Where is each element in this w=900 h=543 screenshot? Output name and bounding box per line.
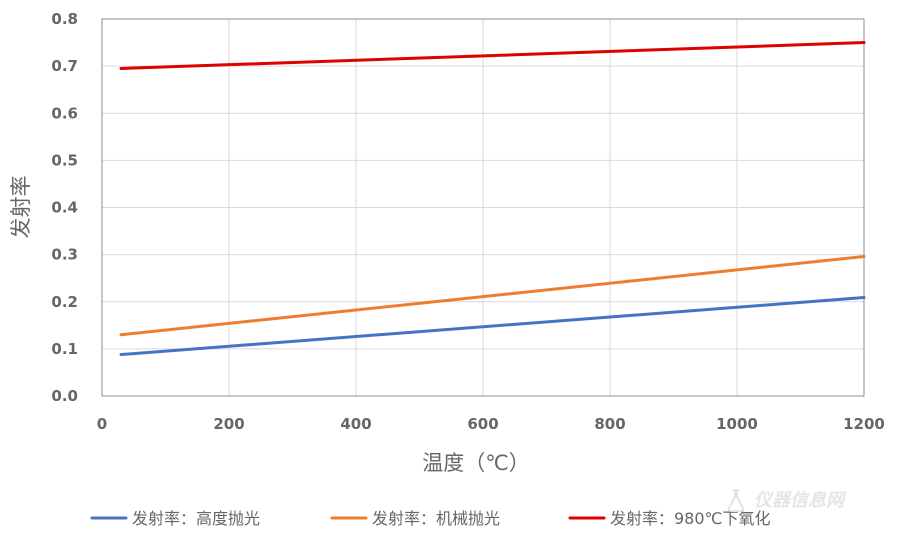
series-lines bbox=[119, 41, 866, 357]
x-tick-label: 200 bbox=[213, 415, 244, 433]
y-tick-label: 0.5 bbox=[51, 151, 78, 169]
legend-label: 发射率：高度抛光 bbox=[132, 509, 260, 528]
x-tick-label: 1200 bbox=[843, 415, 885, 433]
y-tick-label: 0.0 bbox=[51, 387, 78, 405]
legend-label: 发射率：980℃下氧化 bbox=[610, 509, 771, 528]
legend-label: 发射率：机械抛光 bbox=[372, 509, 500, 528]
y-tick-label: 0.7 bbox=[51, 57, 78, 75]
x-tick-label: 800 bbox=[594, 415, 625, 433]
grid-lines bbox=[102, 19, 864, 396]
y-tick-label: 0.4 bbox=[51, 199, 78, 217]
x-tick-label: 1000 bbox=[716, 415, 758, 433]
x-axis-tick-labels: 0 200 400 600 800 1000 1200 bbox=[97, 415, 885, 433]
x-axis-title: 温度（℃） bbox=[422, 451, 530, 475]
series-line-1 bbox=[119, 255, 866, 337]
series-line-2 bbox=[119, 41, 866, 70]
legend-item: 发射率：980℃下氧化 bbox=[568, 509, 771, 528]
legend: 发射率：高度抛光 发射率：机械抛光 发射率：980℃下氧化 bbox=[90, 509, 771, 528]
legend-item: 发射率：高度抛光 bbox=[90, 509, 260, 528]
series-line-0 bbox=[119, 296, 866, 357]
x-tick-label: 400 bbox=[340, 415, 371, 433]
watermark-text: 仪器信息网 bbox=[754, 490, 847, 511]
y-tick-label: 0.3 bbox=[51, 246, 78, 264]
x-tick-label: 0 bbox=[97, 415, 107, 433]
y-axis-title: 发射率 bbox=[9, 176, 33, 239]
watermark: 仪器信息网 bbox=[727, 489, 847, 512]
legend-item: 发射率：机械抛光 bbox=[330, 509, 500, 528]
y-axis-tick-labels: 0.0 0.1 0.2 0.3 0.4 0.5 0.6 0.7 0.8 bbox=[51, 10, 78, 405]
y-tick-label: 0.1 bbox=[51, 340, 78, 358]
y-tick-label: 0.2 bbox=[51, 293, 78, 311]
x-tick-label: 600 bbox=[467, 415, 498, 433]
y-tick-label: 0.6 bbox=[51, 104, 78, 122]
plot-area-frame bbox=[101, 18, 865, 397]
flask-logo-icon bbox=[727, 489, 745, 512]
y-tick-label: 0.8 bbox=[51, 10, 78, 28]
